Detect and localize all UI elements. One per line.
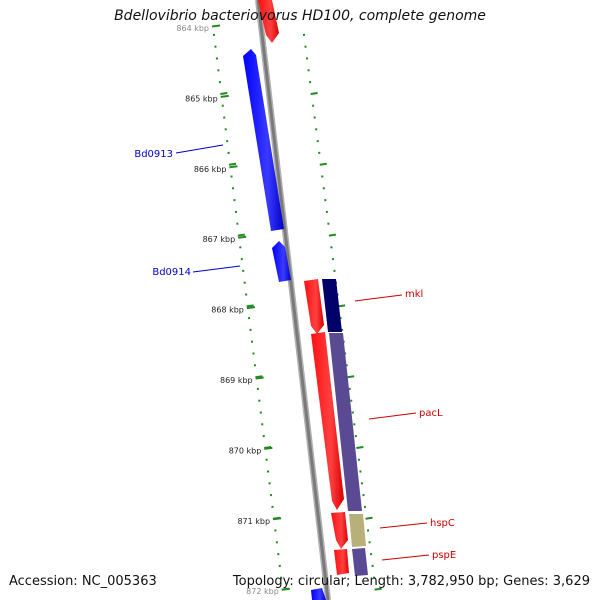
tick-mark: [337, 304, 346, 308]
callout-line-bd0913: [175, 144, 224, 154]
tick-mark: [347, 375, 355, 379]
major-tick-mark: [264, 446, 273, 450]
tick-mark: [319, 162, 327, 166]
genome-backbone: [255, 0, 331, 600]
gene-label-mkl[interactable]: mkl: [405, 289, 423, 300]
scale-label: 865 kbp: [185, 94, 218, 103]
major-tick-mark: [211, 24, 221, 28]
tick-mark: [255, 375, 263, 379]
gene-label-pspE[interactable]: pspE: [432, 550, 456, 561]
major-tick-mark: [229, 165, 238, 169]
major-tick-mark: [281, 587, 290, 591]
scale-label: 870 kbp: [229, 446, 262, 455]
scale-label: 869 kbp: [220, 376, 253, 385]
scale-label: 864 kbp: [176, 24, 209, 33]
gene-bd0913[interactable]: [243, 49, 284, 231]
major-tick-mark: [238, 235, 247, 239]
gene-callouts: Bd0913 Bd0914 mkl pacL hspC pspE: [134, 144, 456, 561]
gene-label-bd0913[interactable]: Bd0913: [134, 149, 173, 160]
gene-mkl[interactable]: [322, 279, 342, 332]
gene-red-mkl[interactable]: [304, 279, 324, 334]
scale-label: 867 kbp: [203, 235, 236, 244]
tick-mark: [237, 233, 245, 237]
gene-red-hspC[interactable]: [331, 512, 348, 549]
scale-label: 868 kbp: [211, 306, 244, 315]
tick-mark: [374, 587, 382, 591]
tick-mark: [228, 162, 237, 166]
major-tick-mark: [220, 94, 229, 98]
gene-features: [243, 0, 368, 600]
scale-labels: 864 kbp 865 kbp 866 kbp 867 kbp 868 kbp 869 k…: [176, 24, 290, 596]
tick-mark: [310, 92, 318, 95]
tick-marks: [212, 33, 382, 591]
major-tick-mark: [246, 306, 256, 310]
tick-mark: [220, 92, 228, 95]
callout-line-pacL: [368, 412, 417, 420]
gene-bottom-blue[interactable]: [311, 588, 326, 600]
scale-label: 866 kbp: [194, 165, 227, 174]
map-title: Bdellovibrio bacteriovorus HD100, comple…: [114, 8, 486, 24]
scale-label: 871 kbp: [237, 517, 270, 526]
gene-pspE[interactable]: [352, 548, 368, 576]
accession-text: Accession: NC_005363: [9, 574, 157, 589]
gene-label-hspC[interactable]: hspC: [430, 518, 455, 529]
callout-line-mkl: [354, 294, 403, 302]
callout-line-hspC: [379, 522, 428, 529]
tick-mark: [356, 446, 364, 449]
gene-bd0914[interactable]: [272, 241, 291, 282]
gene-top-red[interactable]: [258, 0, 279, 43]
topology-text: Topology: circular; Length: 3,782,950 bp…: [232, 574, 590, 589]
gene-label-bd0914[interactable]: Bd0914: [152, 267, 191, 278]
gene-pacL[interactable]: [329, 333, 362, 511]
gene-red-pacL[interactable]: [311, 332, 344, 510]
tick-mark: [246, 304, 254, 308]
major-tick-mark: [272, 517, 282, 521]
scale-label: 872 kbp: [246, 587, 279, 596]
tick-mark: [365, 516, 373, 520]
tick-mark: [328, 233, 337, 237]
callout-line-pspE: [381, 554, 430, 561]
major-tick-mark: [255, 376, 264, 380]
gene-red-pspE[interactable]: [334, 549, 349, 575]
callout-line-bd0914: [192, 265, 241, 273]
gene-hspC[interactable]: [349, 514, 366, 547]
gene-label-pacL[interactable]: pacL: [419, 408, 443, 419]
